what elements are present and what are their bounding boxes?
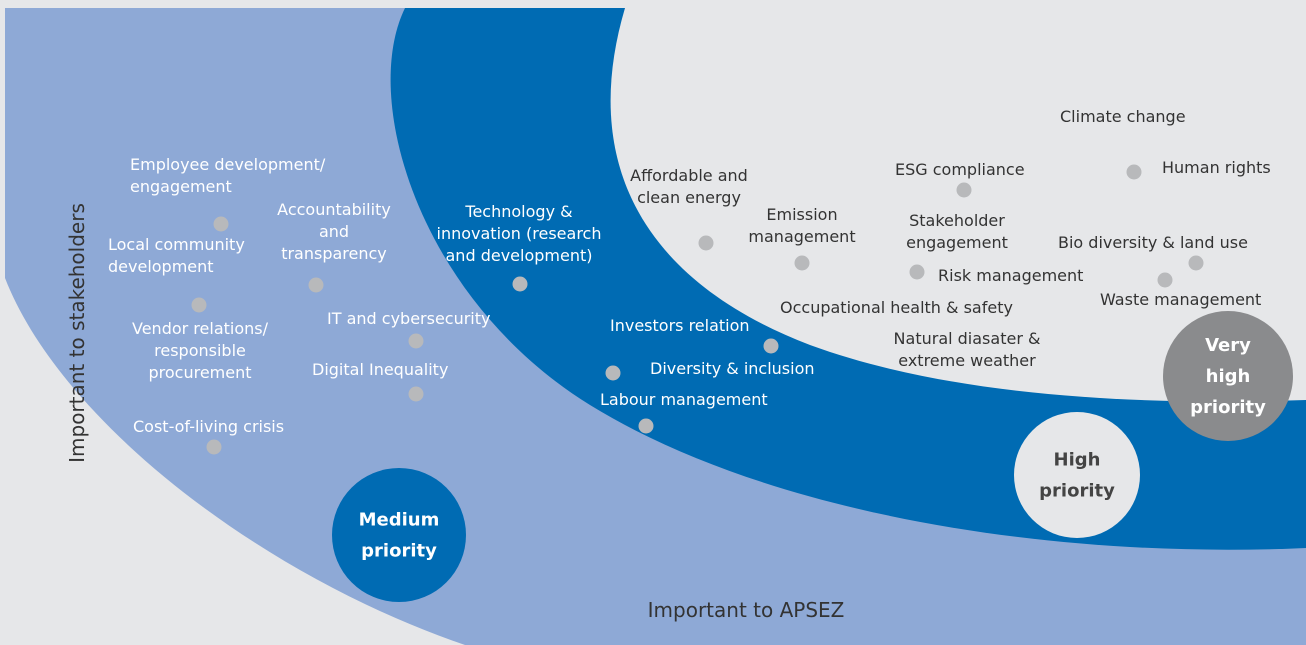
topic-label-line: and bbox=[319, 222, 349, 241]
topic-label-line: procurement bbox=[148, 363, 251, 382]
topic-labels: Employee development/engagement Local com… bbox=[108, 107, 1271, 436]
very-high-priority-zone bbox=[610, 8, 1306, 402]
topic-label-line: Labour management bbox=[600, 390, 768, 409]
topic-label-occupational-health: Occupational health & safety bbox=[780, 298, 1013, 317]
high-priority-badge bbox=[1014, 412, 1140, 538]
topic-marker-bio-diversity bbox=[1188, 255, 1204, 271]
topic-label-it-cybersecurity: IT and cybersecurity bbox=[327, 309, 491, 328]
topic-label-line: Risk management bbox=[938, 266, 1083, 285]
topic-marker-accountability bbox=[308, 277, 324, 293]
topic-marker-labour-management bbox=[638, 418, 654, 434]
topic-label-line: Digital Inequality bbox=[312, 360, 448, 379]
high-priority-label: High priority bbox=[1039, 450, 1115, 502]
medium-priority-label: Medium priority bbox=[359, 510, 440, 562]
topic-label-line: Climate change bbox=[1060, 107, 1186, 126]
topic-label-line: Stakeholder bbox=[909, 211, 1005, 230]
priority-label-line: High bbox=[1054, 450, 1101, 471]
topic-label-line: Technology & bbox=[464, 202, 572, 221]
topic-marker-local-community bbox=[191, 297, 207, 313]
topic-label-line: responsible bbox=[154, 341, 246, 360]
medium-priority-badge bbox=[332, 468, 466, 602]
topic-label-line: Waste management bbox=[1100, 290, 1261, 309]
topic-label-affordable-energy: Affordable and clean energy bbox=[630, 166, 748, 207]
topic-label-local-community: Local community development bbox=[108, 235, 245, 276]
topic-label-line: Affordable and bbox=[630, 166, 748, 185]
topic-marker-risk-management bbox=[1157, 272, 1173, 288]
topic-label-line: engagement bbox=[906, 233, 1008, 252]
x-axis-label: Important to APSEZ bbox=[648, 598, 845, 622]
topic-marker-cost-of-living bbox=[206, 439, 222, 455]
priority-label-line: priority bbox=[1190, 397, 1266, 418]
topic-label-vendor-relations: Vendor relations/responsible procurement bbox=[132, 319, 269, 382]
topic-label-line: innovation (research bbox=[437, 224, 602, 243]
topic-label-line: development bbox=[108, 257, 214, 276]
topic-marker-esg-compliance bbox=[956, 182, 972, 198]
topic-label-line: Occupational health & safety bbox=[780, 298, 1013, 317]
topic-marker-investors-relation bbox=[763, 338, 779, 354]
topic-label-line: ESG compliance bbox=[895, 160, 1025, 179]
topic-label-line: clean energy bbox=[637, 188, 741, 207]
topic-label-line: Accountability bbox=[277, 200, 391, 219]
topic-label-line: transparency bbox=[281, 244, 387, 263]
topic-label-line: and development) bbox=[446, 246, 593, 265]
topic-label-line: Natural diasater & bbox=[894, 329, 1041, 348]
topic-marker-human-rights bbox=[1126, 164, 1142, 180]
priority-label-line: Very bbox=[1205, 335, 1251, 356]
topic-label-line: Human rights bbox=[1162, 158, 1271, 177]
topic-label-line: engagement bbox=[130, 177, 232, 196]
priority-label-line: Medium bbox=[359, 510, 440, 531]
topic-label-line: Investors relation bbox=[610, 316, 750, 335]
topic-marker-digital-inequality bbox=[408, 386, 424, 402]
topic-marker-emission-management bbox=[794, 255, 810, 271]
topic-label-labour-management: Labour management bbox=[600, 390, 768, 409]
priority-label-line: priority bbox=[361, 541, 437, 562]
topic-label-diversity-inclusion: Diversity & inclusion bbox=[650, 359, 815, 378]
topic-label-stakeholder-engagement: Stakeholder engagement bbox=[906, 211, 1008, 252]
topic-label-line: Employee development/ bbox=[130, 155, 326, 174]
y-axis-label: Important to stakeholders bbox=[65, 203, 89, 463]
topic-label-investors-relation: Investors relation bbox=[610, 316, 750, 335]
topic-label-line: Diversity & inclusion bbox=[650, 359, 815, 378]
topic-label-esg-compliance: ESG compliance bbox=[895, 160, 1025, 179]
topic-label-line: management bbox=[748, 227, 855, 246]
priority-label-line: high bbox=[1206, 366, 1251, 387]
topic-label-technology-innovation: Technology & innovation (research and deve… bbox=[437, 202, 602, 265]
very-high-priority-label: Very high priority bbox=[1190, 335, 1266, 418]
topic-marker-it-cybersecurity bbox=[408, 333, 424, 349]
topic-marker-employee-development bbox=[213, 216, 229, 232]
topic-label-line: Bio diversity & land use bbox=[1058, 233, 1248, 252]
topic-label-employee-development: Employee development/engagement bbox=[130, 155, 326, 196]
topic-label-natural-disaster: Natural diasater & extreme weather bbox=[894, 329, 1041, 370]
topic-marker-stakeholder-engagement bbox=[909, 264, 925, 280]
topic-label-digital-inequality: Digital Inequality bbox=[312, 360, 448, 379]
topic-marker-affordable-energy bbox=[698, 235, 714, 251]
topic-label-line: Emission bbox=[766, 205, 837, 224]
topic-marker-diversity-inclusion bbox=[605, 365, 621, 381]
topic-marker-technology-innovation bbox=[512, 276, 528, 292]
topic-label-waste-management: Waste management bbox=[1100, 290, 1261, 309]
topic-label-line: extreme weather bbox=[898, 351, 1036, 370]
topic-label-accountability: Accountability and transparency bbox=[277, 200, 391, 263]
topic-label-bio-diversity: Bio diversity & land use bbox=[1058, 233, 1248, 252]
topic-label-line: Local community bbox=[108, 235, 245, 254]
topic-label-line: Cost-of-living crisis bbox=[133, 417, 284, 436]
priority-label-line: priority bbox=[1039, 481, 1115, 502]
topic-label-human-rights: Human rights bbox=[1162, 158, 1271, 177]
topic-markers bbox=[191, 164, 1204, 455]
very-high-priority-badge bbox=[1163, 311, 1293, 441]
priority-badges: Medium priority High priority Very high priori… bbox=[332, 311, 1293, 602]
topic-label-line: IT and cybersecurity bbox=[327, 309, 491, 328]
topic-label-emission-management: Emission management bbox=[748, 205, 855, 246]
topic-label-climate-change: Climate change bbox=[1060, 107, 1186, 126]
topic-label-line: Vendor relations/ bbox=[132, 319, 269, 338]
topic-label-risk-management: Risk management bbox=[938, 266, 1083, 285]
topic-label-cost-of-living: Cost-of-living crisis bbox=[133, 417, 284, 436]
